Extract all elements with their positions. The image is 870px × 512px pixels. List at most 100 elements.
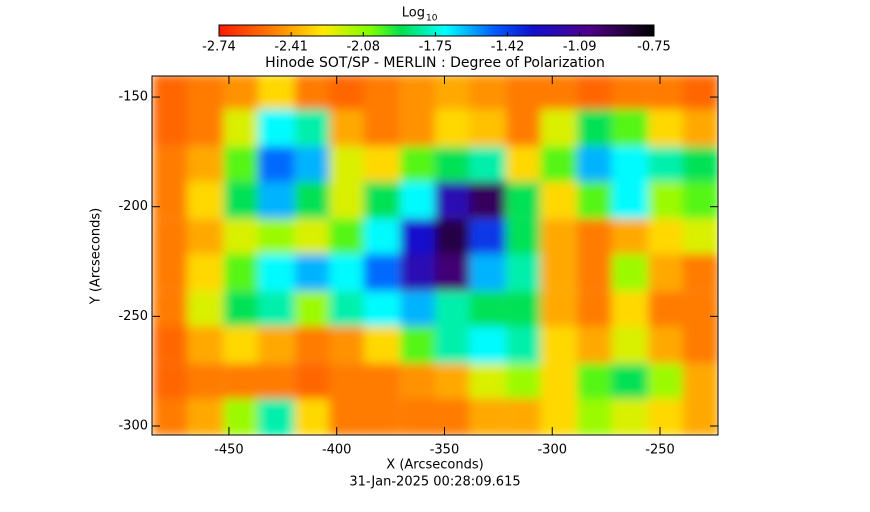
heatmap-cell: [577, 181, 614, 219]
heatmap-cell: [294, 146, 332, 184]
heatmap-cell: [223, 326, 261, 364]
heatmap-cell: [152, 109, 189, 147]
heatmap-cell: [223, 109, 261, 147]
heatmap-cell: [611, 181, 649, 219]
heatmap-cell: [434, 76, 472, 112]
heatmap-cell: [469, 76, 506, 112]
heatmap-cell: [258, 363, 295, 401]
heatmap-cell: [152, 363, 189, 401]
heatmap-cell: [400, 253, 437, 292]
heatmap-cell: [152, 398, 189, 435]
heatmap-cell: [540, 253, 577, 292]
x-tick-label: -400: [322, 443, 352, 458]
heatmap-cell: [611, 218, 649, 256]
heatmap-cell: [152, 326, 189, 364]
y-tick-label: -300: [118, 419, 148, 434]
heatmap-cell: [648, 398, 685, 435]
heatmap-cell: [648, 291, 685, 329]
heatmap-cell: [434, 253, 472, 292]
heatmap-cell: [329, 76, 366, 112]
colorbar-label: Log: [402, 6, 425, 21]
heatmap-cell: [469, 181, 506, 219]
heatmap-cell: [682, 326, 718, 364]
heatmap-cell: [505, 76, 543, 112]
heatmap-cell: [611, 76, 649, 112]
colorbar: [218, 24, 655, 37]
heatmap-cell: [223, 146, 261, 184]
heatmap-cell: [363, 253, 401, 292]
heatmap-cell: [682, 109, 718, 147]
heatmap-cell: [611, 253, 649, 292]
heatmap-cell: [577, 109, 614, 147]
heatmap-cell: [294, 76, 332, 112]
heatmap-cell: [682, 218, 718, 256]
y-tick-label: -200: [118, 199, 148, 214]
heatmap-cell: [611, 109, 649, 147]
heatmap-cell: [434, 181, 472, 219]
heatmap-cell: [682, 146, 718, 184]
y-tick-label: -250: [118, 309, 148, 324]
heatmap-cell: [505, 146, 543, 184]
heatmap-cell: [329, 146, 366, 184]
heatmap-cell: [186, 291, 224, 329]
heatmap-cell: [258, 146, 295, 184]
heatmap-cell: [294, 109, 332, 147]
heatmap-cell: [400, 109, 437, 147]
heatmap-cell: [400, 146, 437, 184]
heatmap-cell: [294, 291, 332, 329]
heatmap-cell: [186, 146, 224, 184]
heatmap-cell: [540, 76, 577, 112]
plot-frame: [151, 75, 719, 436]
heatmap-cell: [223, 291, 261, 329]
heatmap-cell: [540, 181, 577, 219]
heatmap-cell: [540, 326, 577, 364]
heatmap-cell: [577, 146, 614, 184]
heatmap-cell: [329, 181, 366, 219]
heatmap-cell: [505, 326, 543, 364]
heatmap-cell: [577, 398, 614, 435]
heatmap-cell: [540, 146, 577, 184]
heatmap-cell: [469, 146, 506, 184]
heatmap-cell: [186, 181, 224, 219]
heatmap-cell: [648, 181, 685, 219]
heatmap-cell: [505, 398, 543, 435]
heatmap-cell: [152, 291, 189, 329]
timestamp: 31-Jan-2025 00:28:09.615: [349, 475, 520, 490]
x-tick-label: -450: [214, 443, 244, 458]
heatmap-cell: [469, 109, 506, 147]
heatmap-cell: [152, 253, 189, 292]
heatmap-cell: [577, 253, 614, 292]
heatmap-cell: [400, 291, 437, 329]
colorbar-tick-label: -2.74: [202, 40, 236, 55]
heatmap-cell: [223, 218, 261, 256]
heatmap-cell: [682, 291, 718, 329]
heatmap-cell: [258, 326, 295, 364]
heatmap-cell: [682, 76, 718, 112]
heatmap-cell: [505, 218, 543, 256]
heatmap-cell: [434, 363, 472, 401]
heatmap-cell: [505, 109, 543, 147]
heatmap-cell: [682, 181, 718, 219]
heatmap-cell: [682, 398, 718, 435]
heatmap-cell: [400, 181, 437, 219]
heatmap-cell: [329, 398, 366, 435]
heatmap-cell: [223, 181, 261, 219]
heatmap-cell: [363, 363, 401, 401]
colorbar-tick-label: -1.75: [419, 40, 453, 55]
heatmap-cell: [363, 398, 401, 435]
heatmap-cell: [400, 398, 437, 435]
heatmap-cell: [294, 398, 332, 435]
heatmap-cell: [294, 253, 332, 292]
heatmap-cell: [152, 218, 189, 256]
heatmap-cell: [186, 253, 224, 292]
heatmap-cell: [258, 291, 295, 329]
heatmap-cell: [540, 291, 577, 329]
heatmap-cell: [363, 291, 401, 329]
heatmap-cell: [186, 76, 224, 112]
heatmap-cell: [258, 253, 295, 292]
heatmap-cell: [400, 326, 437, 364]
heatmap-cell: [611, 363, 649, 401]
heatmap-cell: [400, 76, 437, 112]
heatmap-cell: [258, 218, 295, 256]
